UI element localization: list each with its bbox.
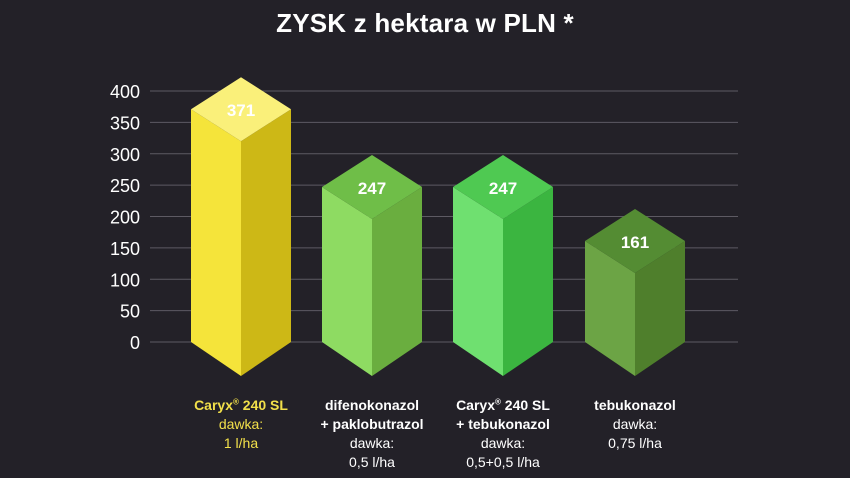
y-tick-label: 300 xyxy=(110,145,140,165)
bar xyxy=(453,155,553,376)
category-name-line2: + tebukonazol xyxy=(456,416,550,432)
dose-value: 1 l/ha xyxy=(223,435,259,451)
bar-side-face xyxy=(241,109,291,376)
y-tick-label: 0 xyxy=(130,333,140,353)
dose-label: dawka: xyxy=(612,416,658,432)
bar-side-face xyxy=(635,240,685,376)
category-name-line2: + paklobutrazol xyxy=(320,416,424,432)
bar xyxy=(191,77,291,376)
bar-top-face xyxy=(585,208,685,273)
y-tick-label: 150 xyxy=(110,239,140,259)
dose-value: 0,75 l/ha xyxy=(608,435,662,451)
chart-title: ZYSK z hektara w PLN * xyxy=(276,8,574,38)
category-name: Caryx® 240 SL xyxy=(456,397,550,413)
bar xyxy=(585,208,685,376)
bar-side-face xyxy=(503,187,553,376)
y-tick-label: 50 xyxy=(120,302,140,322)
bar-value-label: 161 xyxy=(621,233,649,252)
category-label: Caryx® 240 SL dawka: 1 l/ha xyxy=(166,396,316,453)
bar-top-face xyxy=(322,155,422,220)
bar-top-face xyxy=(191,77,291,142)
bar-front-face xyxy=(191,109,241,376)
dose-value: 0,5 l/ha xyxy=(349,454,395,470)
dose-value: 0,5+0,5 l/ha xyxy=(466,454,540,470)
y-tick-label: 350 xyxy=(110,113,140,133)
bar-front-face xyxy=(453,187,503,376)
y-tick-label: 250 xyxy=(110,176,140,196)
bar-side-face xyxy=(372,187,422,376)
bar xyxy=(322,155,422,376)
bar-top-face xyxy=(453,155,553,220)
category-name: difenokonazol xyxy=(324,397,420,413)
y-tick-label: 100 xyxy=(110,270,140,290)
category-label: Caryx® 240 SL + tebukonazol dawka: 0,5+0,5 … xyxy=(428,396,578,472)
bar-value-label: 247 xyxy=(489,179,517,198)
category-label: tebukonazol dawka: 0,75 l/ha xyxy=(560,396,710,453)
dose-label: dawka: xyxy=(480,435,526,451)
category-name: Caryx® 240 SL xyxy=(194,397,288,413)
dose-label: dawka: xyxy=(349,435,395,451)
dose-label: dawka: xyxy=(218,416,264,432)
category-label: difenokonazol + paklobutrazol dawka: 0,5 l/… xyxy=(297,396,447,472)
bar-front-face xyxy=(322,187,372,376)
category-name: tebukonazol xyxy=(594,397,676,413)
bar-value-label: 247 xyxy=(358,179,386,198)
bar-value-label: 371 xyxy=(227,101,255,120)
bar-front-face xyxy=(585,240,635,376)
y-tick-label: 200 xyxy=(110,208,140,228)
y-tick-label: 400 xyxy=(110,82,140,102)
